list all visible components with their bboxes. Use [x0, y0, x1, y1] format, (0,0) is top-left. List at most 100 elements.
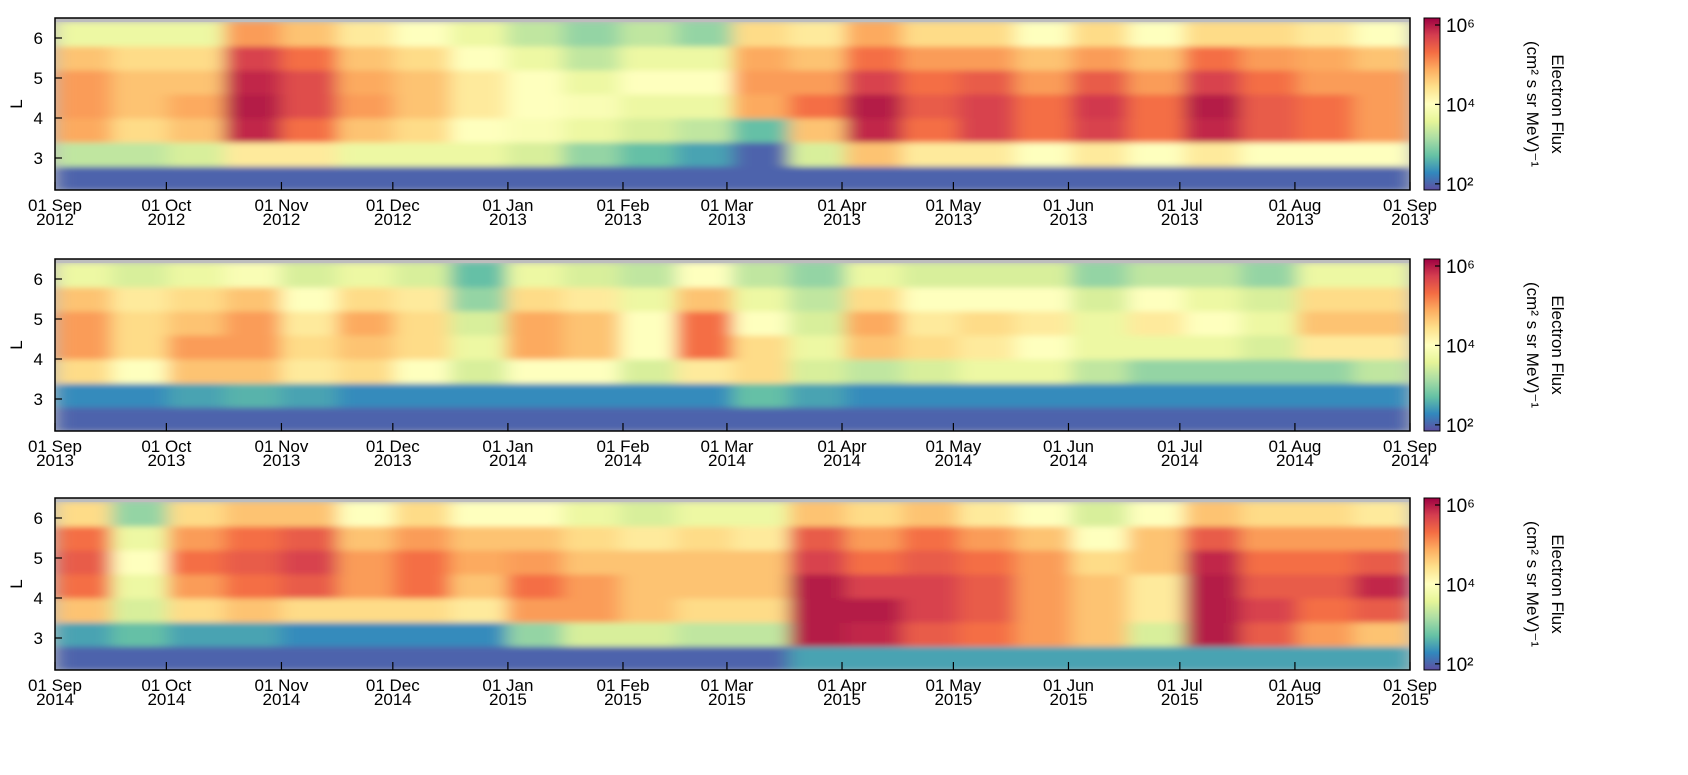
heatmap-cell	[676, 335, 734, 360]
heatmap-cell	[619, 502, 677, 527]
x-tick-label: 01 Sep	[1383, 676, 1437, 695]
heatmap-cell	[901, 550, 959, 575]
heatmap-cells	[55, 22, 1410, 190]
x-tick-label: 2015	[1050, 690, 1088, 709]
x-tick-label: 01 Sep	[28, 196, 82, 215]
y-tick-label: 5	[34, 69, 43, 88]
heatmap-cell	[619, 287, 677, 312]
heatmap-cell	[111, 598, 169, 623]
heatmap-cell	[167, 22, 225, 47]
heatmap-cell	[506, 287, 564, 312]
heatmap-cell	[901, 383, 959, 408]
heatmap-cell	[55, 311, 113, 336]
heatmap-cell	[1071, 94, 1129, 119]
y-tick-label: 4	[34, 589, 43, 608]
heatmap-cell	[224, 646, 282, 670]
heatmap-cell	[1014, 94, 1072, 119]
heatmap-cell	[958, 622, 1016, 647]
heatmap-cell	[337, 502, 395, 527]
x-tick-label: 01 Nov	[255, 676, 309, 695]
heatmap-cell	[1184, 359, 1242, 384]
heatmap-cell	[788, 359, 847, 384]
heatmap-cell	[1071, 142, 1129, 167]
x-tick-label: 2013	[1276, 210, 1314, 229]
heatmap-cell	[1071, 407, 1129, 431]
x-tick-label: 2015	[1391, 690, 1429, 709]
x-tick-label: 2014	[489, 451, 527, 470]
heatmap-clip	[55, 263, 1410, 431]
heatmap-cell	[1240, 142, 1298, 167]
colorbar-label: (cm² s sr MeV)⁻¹	[1523, 521, 1542, 647]
heatmap-cell	[788, 118, 847, 143]
heatmap-cell	[619, 311, 677, 336]
heatmap-cell	[676, 166, 734, 190]
heatmap-cell	[337, 646, 395, 670]
heatmap-cell	[901, 94, 959, 119]
y-axis-label: L	[7, 579, 26, 588]
heatmap-cell	[1240, 383, 1298, 408]
heatmap-cell	[111, 622, 169, 647]
colorbar-label: Electron Flux	[1548, 295, 1567, 395]
heatmap-cell	[280, 287, 338, 312]
heatmap-cell	[1353, 550, 1410, 575]
y-tick-label: 3	[34, 390, 43, 409]
heatmap-cell	[55, 94, 113, 119]
heatmap-cell	[1297, 526, 1355, 551]
heatmap-cell	[1071, 70, 1129, 95]
heatmap-cell	[1297, 94, 1355, 119]
heatmap-cell	[1071, 598, 1129, 623]
heatmap-cell	[732, 646, 790, 670]
heatmap-cell	[676, 118, 734, 143]
heatmap-cell	[732, 359, 790, 384]
colorbar-label: Electron Flux	[1548, 534, 1567, 634]
heatmap-cell	[901, 22, 959, 47]
x-tick-label: 2014	[604, 451, 642, 470]
heatmap-cell	[450, 383, 508, 408]
colorbar-label: Electron Flux	[1548, 54, 1567, 154]
heatmap-cell	[1297, 502, 1355, 527]
heatmap-cell	[563, 335, 621, 360]
heatmap-cell	[958, 502, 1016, 527]
x-tick-label: 01 Jul	[1157, 196, 1202, 215]
heatmap-cell	[167, 407, 225, 431]
heatmap-cell	[1297, 598, 1355, 623]
heatmap-cell	[619, 646, 677, 670]
heatmap-cell	[732, 142, 790, 167]
heatmap-cell	[1240, 646, 1298, 670]
heatmap-cell	[55, 22, 113, 47]
heatmap-cell	[732, 598, 790, 623]
x-tick-label: 01 Jul	[1157, 676, 1202, 695]
x-tick-label: 01 Jan	[482, 196, 533, 215]
heatmap-cell	[958, 118, 1016, 143]
heatmap-cell	[1353, 118, 1410, 143]
x-tick-label: 2014	[36, 690, 74, 709]
colorbar-tick-label: 10⁴	[1446, 336, 1475, 357]
heatmap-cell	[1014, 383, 1072, 408]
heatmap-cell	[1127, 311, 1185, 336]
heatmap-cell	[1240, 94, 1298, 119]
heatmap-cell	[845, 142, 903, 167]
heatmap-cell	[1184, 407, 1242, 431]
heatmap-cell	[901, 526, 959, 551]
heatmap-cell	[337, 526, 395, 551]
x-tick-label: 2014	[1276, 451, 1314, 470]
heatmap-cell	[1127, 383, 1185, 408]
x-tick-label: 2014	[823, 451, 861, 470]
heatmap-cell	[167, 359, 225, 384]
heatmap-cell	[1353, 70, 1410, 95]
heatmap-cell	[619, 263, 677, 288]
heatmap-cell	[224, 359, 282, 384]
heatmap-cell	[1353, 335, 1410, 360]
heatmap-cell	[224, 383, 282, 408]
heatmap-cell	[337, 22, 395, 47]
heatmap-cell	[337, 598, 395, 623]
heatmap-cell	[845, 622, 903, 647]
heatmap-cell	[619, 46, 677, 71]
heatmap-cell	[1240, 70, 1298, 95]
heatmap-cell	[224, 70, 282, 95]
heatmap-cell	[788, 502, 847, 527]
heatmap-cell	[450, 574, 508, 599]
heatmap-cell	[619, 526, 677, 551]
heatmap-cell	[450, 550, 508, 575]
heatmap-cell	[901, 574, 959, 599]
